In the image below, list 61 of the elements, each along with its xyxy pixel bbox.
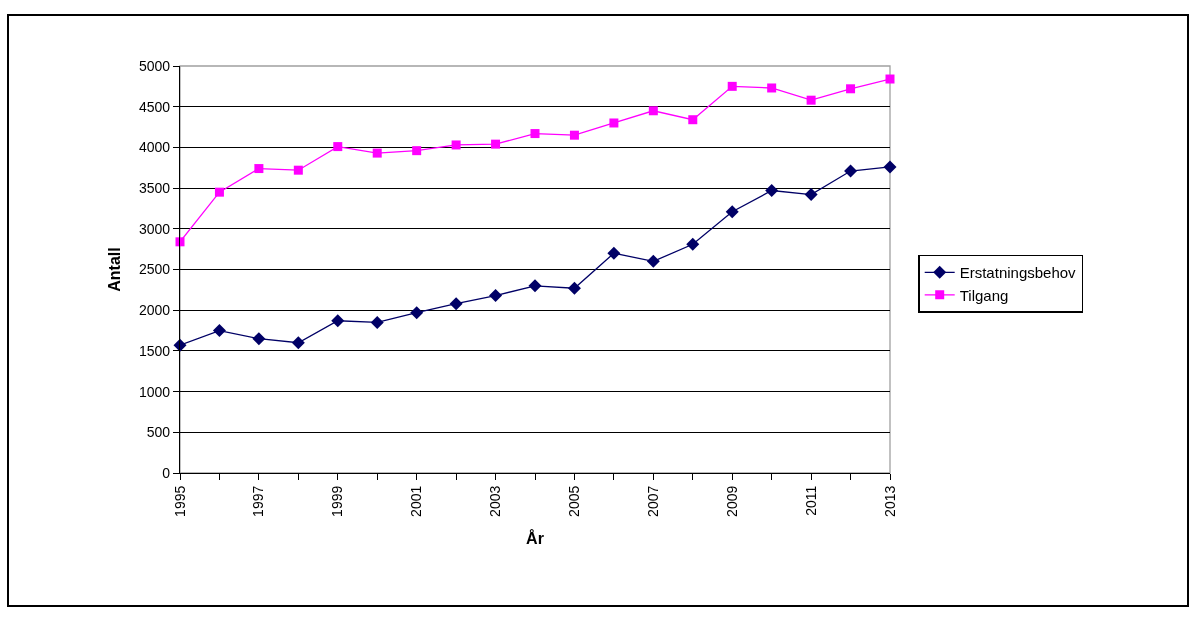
point (214, 187, 224, 197)
point (370, 315, 384, 329)
point (725, 205, 739, 219)
point (688, 115, 698, 125)
x-tick-label: 2005 (565, 485, 582, 517)
y-tick-label: 3500 (138, 180, 171, 196)
y-axis-title: Antall (105, 247, 123, 292)
point (449, 297, 463, 311)
point (804, 188, 818, 202)
point (530, 129, 540, 139)
y-tick-label: 1500 (138, 342, 171, 359)
x-tick-label: 2007 (644, 485, 661, 517)
point (212, 324, 226, 338)
point (806, 95, 816, 105)
point (885, 74, 895, 84)
point (609, 118, 619, 128)
point (765, 184, 779, 198)
y-tick-label: 5000 (138, 57, 171, 74)
point (607, 246, 621, 260)
point (646, 254, 660, 268)
point (333, 142, 343, 152)
y-tick-label: 500 (146, 424, 171, 441)
point (491, 139, 501, 149)
y-tick-label: 2000 (138, 302, 171, 319)
point (528, 279, 542, 293)
point (883, 160, 897, 174)
y-tick-label: 0 (162, 464, 171, 481)
point (252, 332, 266, 346)
point (489, 289, 503, 303)
x-tick-label: 1999 (329, 485, 346, 517)
point (254, 164, 264, 174)
point (567, 281, 581, 295)
point (451, 140, 461, 150)
point (372, 148, 382, 158)
y-tick-label: 4000 (138, 139, 171, 156)
y-tick-label: 4500 (138, 98, 171, 115)
point (686, 237, 700, 251)
point (293, 165, 303, 175)
point (767, 83, 777, 93)
point (727, 81, 737, 91)
x-axis-title: År (526, 528, 544, 547)
legend-label: Erstatningsbehov (959, 264, 1077, 282)
y-tick-label: 3000 (138, 220, 171, 237)
x-tick-label: 2009 (723, 485, 740, 517)
x-tick-label: 2003 (487, 485, 504, 517)
point (410, 306, 424, 320)
point (291, 336, 305, 350)
x-tick-label: 1995 (171, 485, 188, 517)
x-tick-label: 1997 (250, 485, 267, 517)
x-tick-label: 2001 (408, 485, 425, 517)
point (331, 314, 345, 328)
x-tick-label: 2013 (881, 485, 898, 517)
y-tick-label: 2500 (138, 261, 171, 278)
point (846, 84, 856, 94)
x-tick-label: 2011 (802, 485, 819, 516)
legend-label: Tilgang (959, 286, 1009, 304)
point (648, 106, 658, 116)
point (412, 146, 422, 156)
y-tick-label: 1000 (138, 383, 171, 400)
point (844, 164, 858, 178)
point (569, 130, 579, 140)
